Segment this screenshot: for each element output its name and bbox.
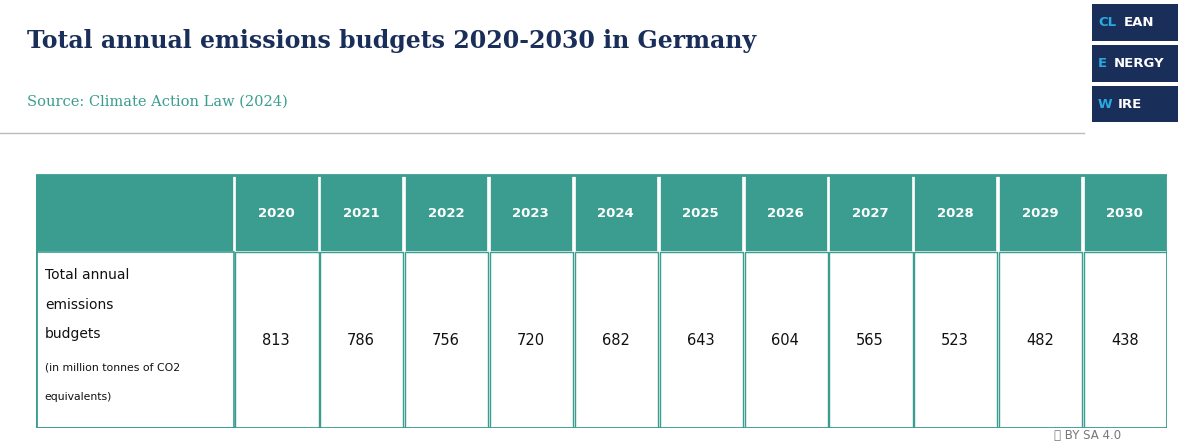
FancyBboxPatch shape <box>1092 4 1178 41</box>
FancyBboxPatch shape <box>575 175 657 252</box>
Text: EAN: EAN <box>1123 16 1154 29</box>
Text: 2030: 2030 <box>1106 207 1143 220</box>
Text: 2026: 2026 <box>767 207 804 220</box>
Text: 2028: 2028 <box>936 207 973 220</box>
Text: 2024: 2024 <box>597 207 634 220</box>
FancyBboxPatch shape <box>320 175 404 252</box>
Text: 2021: 2021 <box>343 207 380 220</box>
Text: Source: Climate Action Law (2024): Source: Climate Action Law (2024) <box>27 95 288 109</box>
Text: 482: 482 <box>1025 333 1054 348</box>
Text: 2023: 2023 <box>512 207 549 220</box>
Text: IRE: IRE <box>1117 98 1142 111</box>
FancyBboxPatch shape <box>829 252 912 428</box>
FancyBboxPatch shape <box>999 175 1083 252</box>
FancyBboxPatch shape <box>490 252 573 428</box>
Text: Total annual: Total annual <box>45 268 129 282</box>
Text: 720: 720 <box>517 333 544 348</box>
Text: CL: CL <box>1098 16 1116 29</box>
Text: 643: 643 <box>687 333 715 348</box>
FancyBboxPatch shape <box>999 252 1083 428</box>
FancyBboxPatch shape <box>1092 45 1178 82</box>
FancyBboxPatch shape <box>236 175 319 252</box>
FancyBboxPatch shape <box>660 252 743 428</box>
FancyBboxPatch shape <box>236 252 319 428</box>
FancyBboxPatch shape <box>1084 252 1167 428</box>
Text: 604: 604 <box>772 333 799 348</box>
FancyBboxPatch shape <box>36 252 233 428</box>
Text: 2027: 2027 <box>852 207 888 220</box>
Text: 2025: 2025 <box>682 207 719 220</box>
Text: E: E <box>1098 57 1108 70</box>
FancyBboxPatch shape <box>829 175 912 252</box>
Text: Total annual emissions budgets 2020-2030 in Germany: Total annual emissions budgets 2020-2030… <box>27 29 756 53</box>
Text: W: W <box>1098 98 1112 111</box>
Text: NERGY: NERGY <box>1114 57 1164 70</box>
Text: emissions: emissions <box>45 297 113 311</box>
FancyBboxPatch shape <box>660 175 743 252</box>
FancyBboxPatch shape <box>1092 86 1178 123</box>
Text: (in million tonnes of CO2: (in million tonnes of CO2 <box>45 362 180 372</box>
Text: 786: 786 <box>347 333 375 348</box>
Text: 682: 682 <box>601 333 630 348</box>
Text: budgets: budgets <box>45 327 101 341</box>
Text: 2020: 2020 <box>257 207 294 220</box>
FancyBboxPatch shape <box>915 252 997 428</box>
Text: 523: 523 <box>941 333 969 348</box>
Text: equivalents): equivalents) <box>45 392 112 402</box>
FancyBboxPatch shape <box>1084 175 1167 252</box>
FancyBboxPatch shape <box>405 175 488 252</box>
Text: 2029: 2029 <box>1022 207 1059 220</box>
Text: 438: 438 <box>1111 333 1139 348</box>
FancyBboxPatch shape <box>744 175 828 252</box>
FancyBboxPatch shape <box>744 252 828 428</box>
FancyBboxPatch shape <box>575 252 657 428</box>
FancyBboxPatch shape <box>320 252 404 428</box>
Text: 2022: 2022 <box>428 207 464 220</box>
FancyBboxPatch shape <box>36 175 233 252</box>
Text: 565: 565 <box>856 333 884 348</box>
Text: 813: 813 <box>262 333 289 348</box>
FancyBboxPatch shape <box>490 175 573 252</box>
Text: Ⓒ BY SA 4.0: Ⓒ BY SA 4.0 <box>1054 429 1121 442</box>
Text: 756: 756 <box>432 333 460 348</box>
FancyBboxPatch shape <box>405 252 488 428</box>
FancyBboxPatch shape <box>915 175 997 252</box>
